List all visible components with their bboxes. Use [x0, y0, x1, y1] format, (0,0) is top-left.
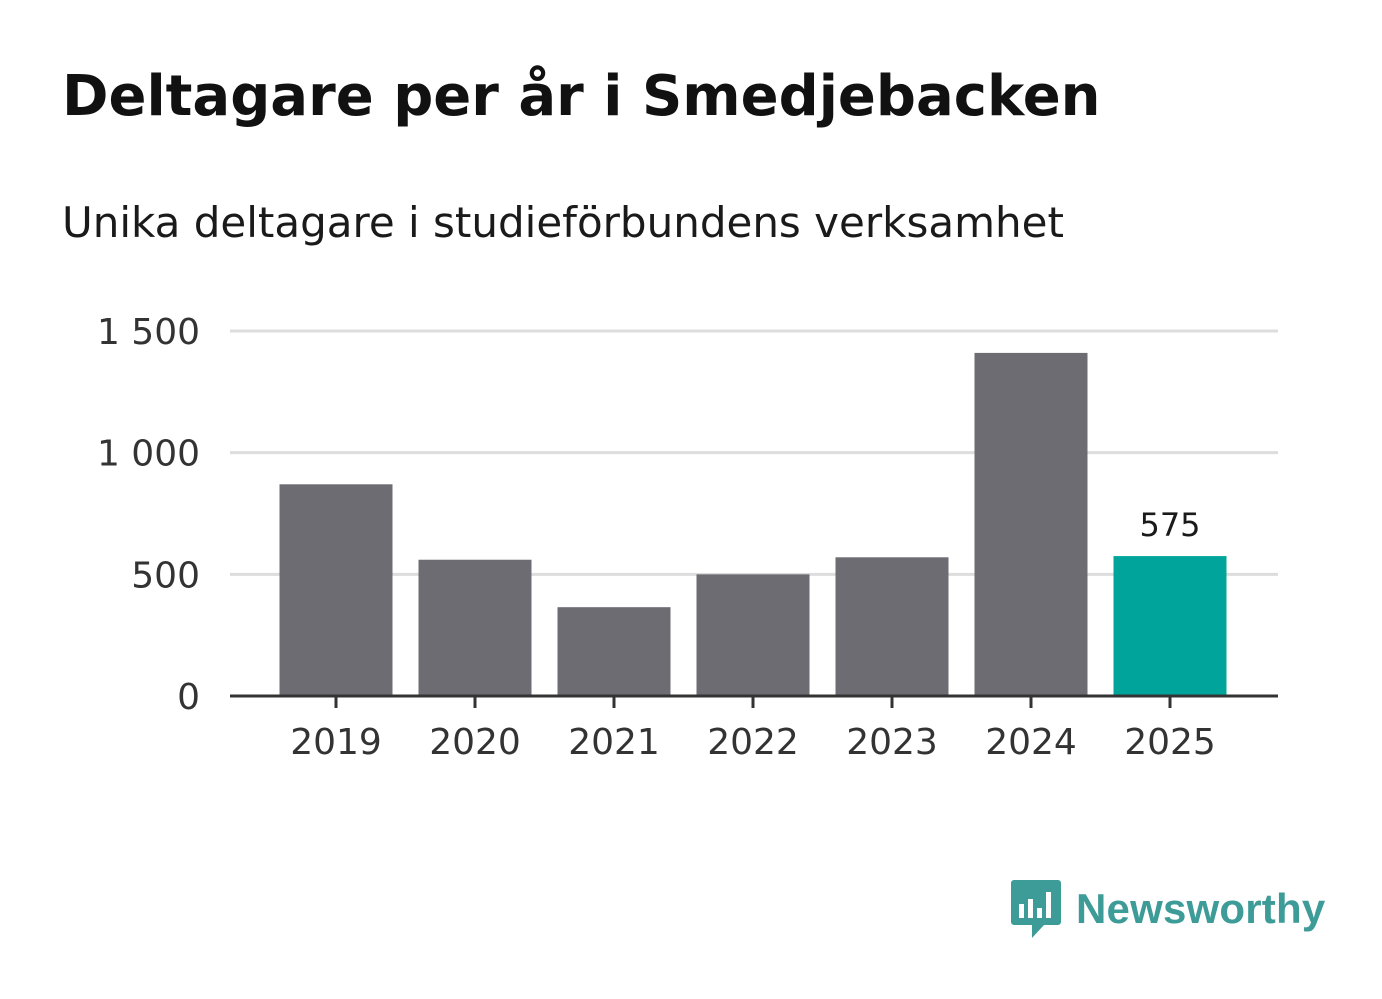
- brand-name: Newsworthy: [1076, 885, 1326, 932]
- x-tick-label: 2025: [1124, 722, 1216, 763]
- bar-2020: [418, 559, 532, 696]
- x-tick-label: 2021: [568, 722, 660, 763]
- y-tick-label: 500: [131, 555, 200, 596]
- y-tick-label: 1 000: [97, 434, 200, 475]
- bar-2024: [974, 352, 1088, 696]
- bar-chart-speech-bubble-icon: [1011, 880, 1061, 938]
- y-tick-label: 0: [177, 677, 200, 718]
- y-tick-label: 1 500: [97, 312, 200, 353]
- chart-subtitle: Unika deltagare i studieförbundens verks…: [62, 198, 1064, 247]
- data-label: 575: [1139, 506, 1200, 544]
- x-tick-label: 2024: [985, 722, 1077, 763]
- bar-2021: [557, 607, 671, 696]
- bar-2022: [696, 574, 810, 696]
- bar-2019: [279, 484, 393, 696]
- brand-logo: Newsworthy: [1010, 878, 1325, 940]
- x-tick-label: 2020: [429, 722, 521, 763]
- bar-2025: [1113, 556, 1227, 696]
- x-tick-label: 2022: [707, 722, 799, 763]
- bar-2023: [835, 557, 949, 696]
- x-tick-label: 2023: [846, 722, 938, 763]
- chart-title: Deltagare per år i Smedjebacken: [62, 64, 1101, 129]
- x-tick-label: 2019: [290, 722, 382, 763]
